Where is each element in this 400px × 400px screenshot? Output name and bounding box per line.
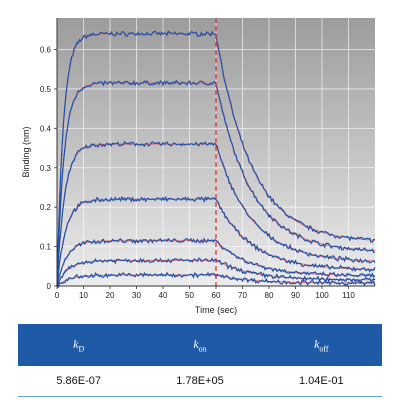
x-tick-label: 50	[185, 291, 194, 300]
value-koff: 1.04E-01	[260, 366, 382, 397]
x-tick-label: 80	[265, 291, 274, 300]
x-tick-label: 60	[212, 291, 221, 300]
y-axis-title: Binding (nm)	[21, 126, 31, 177]
x-tick-label: 40	[159, 291, 168, 300]
header-koff: koff	[260, 324, 382, 366]
value-kd: 5.86E-07	[18, 366, 140, 397]
kinetics-table: kD kon koff 5.86E-07 1.78E+05 1.04E-01	[18, 324, 382, 397]
x-axis-title: Time (sec)	[195, 305, 237, 315]
y-tick-label: 0	[47, 282, 52, 291]
y-tick-label: 0.4	[40, 124, 52, 133]
header-kd: kD	[18, 324, 140, 366]
y-tick-label: 0.3	[40, 164, 52, 173]
x-tick-label: 10	[79, 291, 88, 300]
data-curve	[56, 140, 376, 287]
data-curve	[56, 237, 376, 287]
header-kon: kon	[139, 324, 261, 366]
y-tick-label: 0.1	[40, 243, 52, 252]
sensorgram-chart: 0 10 20 30 40 50 60 70 80 90 100 110 0 0.1 0.2 0.3 0.4 0.…	[21, 18, 376, 315]
data-curve	[56, 195, 376, 287]
table-value-row: 5.86E-07 1.78E+05 1.04E-01	[18, 366, 382, 397]
y-tick-label: 0.2	[40, 203, 52, 212]
x-tick-label: 30	[132, 291, 141, 300]
x-tick-label: 90	[291, 291, 300, 300]
y-tick-label: 0.6	[40, 46, 52, 55]
value-kon: 1.78E+05	[139, 366, 261, 397]
x-tick-label: 20	[106, 291, 115, 300]
x-tick-label: 0	[55, 291, 60, 300]
grid-lines	[57, 18, 375, 286]
y-tick-label: 0.5	[40, 85, 52, 94]
axis-ticks: 0 10 20 30 40 50 60 70 80 90 100 110 0 0.1 0.2 0.3 0.4 0.…	[40, 46, 356, 300]
x-tick-label: 70	[238, 291, 247, 300]
table-header-row: kD kon koff	[18, 324, 382, 366]
x-tick-label: 110	[342, 291, 355, 300]
x-tick-label: 100	[315, 291, 329, 300]
